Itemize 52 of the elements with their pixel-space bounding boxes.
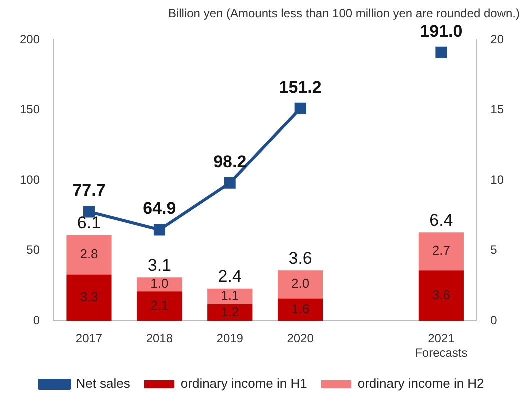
point: [436, 46, 448, 58]
legend-label: Net sales: [76, 376, 131, 392]
data-label: 2.1: [150, 298, 169, 314]
data-label: 2.7: [432, 243, 450, 258]
data-label: 1.6: [292, 302, 310, 317]
data-label: 2.0: [292, 276, 310, 292]
y-tick-label: 100: [20, 172, 40, 187]
data-label: 2.8: [80, 246, 98, 262]
x-tick-label: 2019: [216, 332, 244, 346]
bar: [418, 232, 464, 271]
bar: [66, 235, 112, 275]
bar: [418, 270, 464, 322]
data-label: 98.2: [214, 152, 247, 172]
total-label: 2.4: [218, 267, 242, 286]
data-label: 151.2: [279, 78, 322, 97]
total-label: 6.1: [77, 214, 102, 233]
total-label: 6.4: [430, 210, 454, 230]
y2-tick-label: 15: [490, 102, 504, 117]
data-label: 3.3: [80, 290, 98, 305]
y2-tick-label: 5: [490, 243, 498, 258]
data-label: 64.9: [143, 199, 176, 218]
y2-tick-label: 0: [490, 314, 498, 328]
total-label: 3.6: [288, 248, 312, 268]
text: Billion yen (Amounts less than 100 million yen are rounded down.): [168, 6, 520, 20]
legend-label: ordinary income in H1: [180, 376, 308, 392]
point: [154, 224, 166, 236]
y-tick-label: 0: [33, 314, 40, 328]
y-tick-label: 200: [20, 32, 40, 46]
y2-tick-label: 10: [490, 172, 504, 187]
bar: [278, 298, 324, 322]
point: [294, 102, 306, 114]
x-tick-label: 2020: [287, 332, 314, 346]
point: [224, 177, 236, 189]
data-label: 3.6: [432, 287, 450, 302]
y2-tick-label: 20: [490, 32, 504, 46]
data-label: 1.1: [221, 288, 240, 304]
bar: [66, 274, 112, 322]
total-label: 3.1: [148, 256, 172, 275]
bar: [278, 270, 324, 299]
data-label: 1.2: [221, 304, 240, 320]
data-label: 191.0: [420, 22, 463, 41]
data-label: 77.7: [72, 181, 106, 200]
x-tick-label: 2021 Forecasts: [415, 332, 468, 360]
x-tick-label: 2017: [76, 332, 103, 346]
legend-label: ordinary income in H2: [358, 376, 484, 392]
data-label: 1.0: [150, 276, 169, 292]
y-tick-label: 50: [26, 243, 40, 258]
y-tick-label: 150: [20, 102, 40, 117]
bar: [137, 292, 182, 322]
bar: [208, 304, 253, 322]
bar: [208, 288, 253, 304]
x-tick-label: 2018: [146, 332, 174, 346]
